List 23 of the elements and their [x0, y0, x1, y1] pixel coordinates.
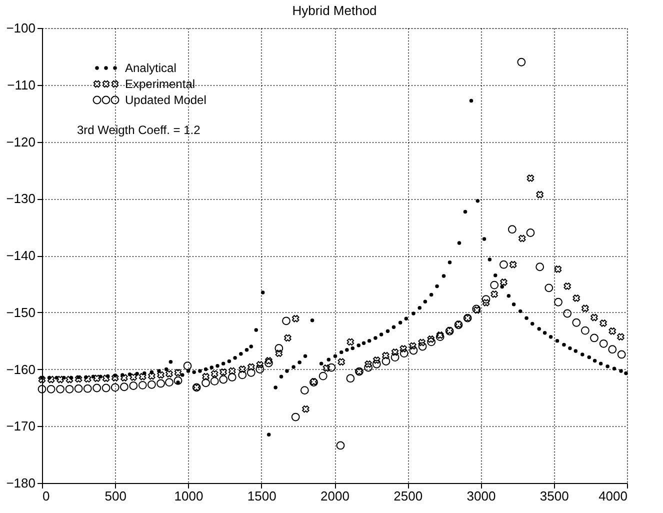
y-tick-label: −140 [6, 248, 36, 263]
x-tick-label: 3500 [540, 488, 569, 504]
x-tick-label: 500 [104, 488, 126, 504]
y-tick-label: −170 [6, 418, 36, 434]
legend-label: Experimental [125, 77, 196, 91]
y-tick-label: −130 [6, 191, 36, 206]
y-tick-label: −110 [7, 77, 36, 92]
legend-label: Analytical [125, 61, 176, 75]
y-tick-label: −180 [6, 476, 36, 490]
x-tick-label: 4000 [598, 488, 628, 504]
annotation: 3rd Weigth Coeff. = 1.2 [77, 123, 201, 137]
y-tick-label: −100 [6, 20, 36, 36]
x-tick-label: 2500 [394, 488, 423, 504]
y-tick-label: −160 [6, 362, 36, 377]
y-tick-label: −150 [6, 304, 36, 320]
x-tick-label: 3000 [466, 488, 496, 504]
y-tick-label: −120 [6, 134, 36, 150]
legend-label: Updated Model [125, 93, 206, 107]
x-tick-label: 1000 [174, 488, 204, 504]
chart-title: Hybrid Method [292, 3, 377, 18]
x-tick-label: 0 [42, 488, 50, 504]
x-tick-label: 1500 [247, 488, 276, 504]
x-tick-label: 2000 [320, 488, 350, 504]
